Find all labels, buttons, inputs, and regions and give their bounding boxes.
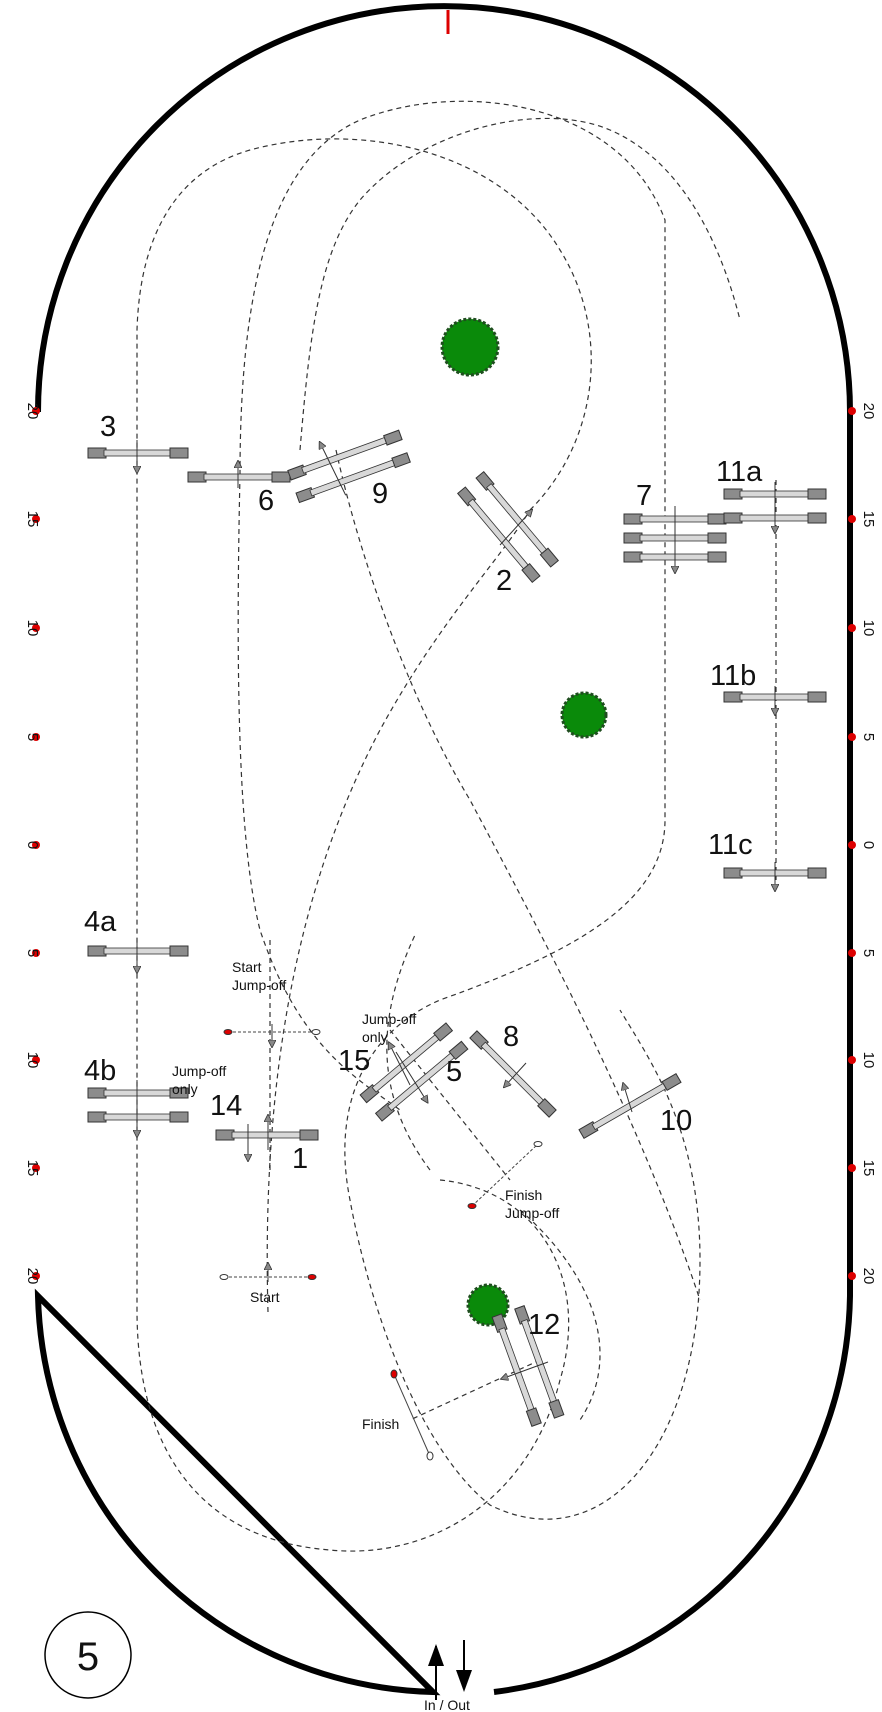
route-segment [409,1359,541,1421]
finish-jumpoff-label-2: Jump-off [505,1205,559,1221]
route-segment [299,117,741,451]
route-segment [519,1209,601,1421]
start-jumpoff-line: Start Jump-off [223,959,321,1044]
obstacle-14-label: 14 [210,1090,242,1122]
scale-right-5: 5 [860,949,877,957]
obstacle-15-label: 15 [338,1045,370,1077]
scale-left-8: 20 [24,1268,41,1285]
route-segment [386,934,431,1171]
obstacle-9-label: 10 [660,1105,692,1137]
course-route [136,100,777,1552]
round-badge-number: 5 [77,1635,99,1679]
scale-right-4: 0 [860,841,877,849]
obstacle-1: 1 14 [210,1090,319,1175]
tree-middle [560,691,608,739]
tree-top [440,317,500,377]
jumpoff-only-a-label-2: only [172,1081,198,1097]
round-badge: 5 [44,1611,132,1699]
scale-left-7: 15 [24,1160,41,1177]
finish-jumpoff-line: Finish Jump-off [467,1141,559,1221]
scale-right: 20 15 10 5 0 5 10 15 20 [848,403,877,1285]
scale-right-3: 5 [860,733,877,741]
scale-left-4: 0 [24,841,41,849]
obstacle-3: 3 [87,411,189,470]
jumpoff-only-b-label-2: only [362,1029,388,1045]
scale-right-7: 15 [860,1160,877,1177]
obstacle-5-arrow [395,1051,426,1100]
entrance-label: In / Out [424,1697,470,1712]
scale-left-0: 20 [24,403,41,420]
route-segment [335,449,701,1301]
scale-right-2: 10 [860,620,877,637]
scale-left-5: 5 [24,949,41,957]
obstacle-11a-label: 11a [716,456,763,488]
obstacle-12 [491,1305,565,1427]
obstacle-6: 6 [187,464,291,517]
route-segment [266,509,531,1313]
obstacle-7-label: 7 [636,480,652,512]
obstacle-12-label: 12 [528,1309,560,1341]
obstacle-4a: 4a [84,906,189,970]
finish-label: Finish [362,1416,399,1432]
obstacle-9-arrow [624,1086,633,1113]
arena-fence [34,3,853,1696]
start-jumpoff-label-2: Jump-off [232,977,286,993]
route-segment [237,474,401,1111]
scale-right-1: 15 [860,511,877,528]
obstacle-3-label: 3 [100,411,116,443]
obstacle-8-arrow [506,1062,527,1085]
obstacle-11c-label: 11c [708,829,753,861]
obstacle-4a-label: 4a [84,906,117,938]
obstacle-10-label: 9 [372,478,388,510]
obstacle-2 [456,470,560,584]
scale-left-6: 10 [24,1052,41,1069]
route-segment [136,138,592,1552]
obstacle-4b: 4b [84,1055,189,1134]
obstacle-10 [287,429,411,504]
jumpoff-only-b-label-1: Jump-off [362,1011,416,1027]
scale-right-0: 20 [860,403,877,420]
scale-left-2: 10 [24,620,41,637]
scale-left-1: 15 [24,511,41,528]
obstacle-5-label: 5 [446,1056,462,1088]
jumpoff-only-a-label-1: Jump-off [172,1063,226,1079]
obstacle-5 [359,1022,469,1122]
obstacle-11b: 11b [710,660,827,712]
start-line: Start [219,1266,317,1305]
obstacle-8 [469,1030,557,1118]
start-jumpoff-label-1: Start [232,959,262,975]
finish-line: Finish [362,1369,434,1461]
obstacle-15-arrow [390,1045,411,1086]
scale-right-8: 20 [860,1268,877,1285]
finish-jumpoff-label-1: Finish [505,1187,542,1203]
obstacle-12-arrow [504,1361,549,1378]
obstacle-11c: 11c [708,829,827,888]
obstacle-7: 7 [623,480,727,570]
obstacle-4b-label: 4b [84,1055,116,1087]
scale-left: 20 15 10 5 0 5 10 15 20 [24,403,41,1285]
obstacle-1-label: 1 [292,1143,308,1175]
entrance: In / Out [424,1640,472,1712]
obstacle-2-arrow [499,512,530,546]
start-label: Start [250,1289,280,1305]
obstacle-2-label: 2 [496,565,512,597]
scale-right-6: 10 [860,1052,877,1069]
obstacle-11a: 11a [716,456,827,530]
obstacle-8-label: 8 [503,1021,519,1053]
scale-left-3: 5 [24,733,41,741]
obstacle-6-label: 6 [258,485,274,517]
obstacle-11b-label: 11b [710,660,756,692]
